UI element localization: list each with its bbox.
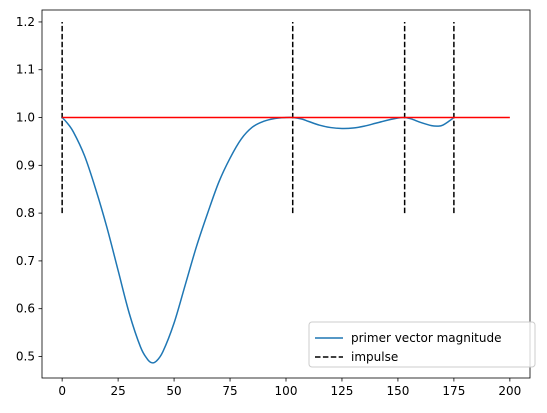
y-tick-label-0.8: 0.8 [16,206,35,220]
x-tick-label-100: 100 [275,384,298,398]
x-tick-label-75: 75 [222,384,237,398]
legend: primer vector magnitude impulse [308,321,536,368]
y-tick-label-1.1: 1.1 [16,63,35,77]
y-tick-label-0.7: 0.7 [16,254,35,268]
x-tick-label-200: 200 [498,384,521,398]
y-tick-label-0.6: 0.6 [16,302,35,316]
y-tick-label-0.5: 0.5 [16,349,35,363]
x-tick-label-125: 125 [331,384,354,398]
x-axis: 0 25 50 75 100 125 150 175 200 [58,378,521,398]
x-tick-label-25: 25 [110,384,125,398]
y-tick-label-1: 1.0 [16,111,35,125]
x-tick-label-175: 175 [442,384,465,398]
legend-label-impulse: impulse [351,350,398,364]
x-tick-label-150: 150 [386,384,409,398]
y-axis: 0.5 0.6 0.7 0.8 0.9 1.0 1.1 1.2 [16,15,42,363]
y-tick-label-0.9: 0.9 [16,158,35,172]
x-tick-label-0: 0 [58,384,66,398]
series-layer [61,21,510,364]
legend-box [308,321,536,368]
legend-label-primer-vector: primer vector magnitude [351,331,502,345]
y-tick-label-1.2: 1.2 [16,15,35,29]
plot-area [41,9,531,379]
x-tick-label-50: 50 [166,384,181,398]
